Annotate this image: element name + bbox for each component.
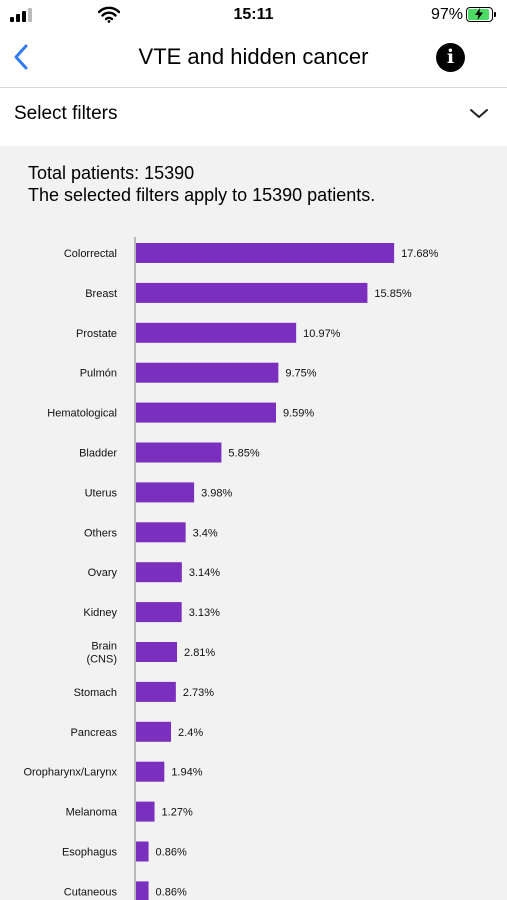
category-tick-label: Melanoma xyxy=(66,807,118,819)
category-tick-label: Others xyxy=(84,527,118,539)
chart-bar xyxy=(136,721,172,742)
chart-bar xyxy=(136,482,195,503)
chevron-left-icon[interactable] xyxy=(10,42,34,72)
total-patients: Total patients: 15390 xyxy=(28,163,195,183)
bar-value-label: 5.85% xyxy=(228,448,259,460)
chart-bar xyxy=(136,602,182,623)
bar-value-label: 1.27% xyxy=(162,807,193,819)
patients-summary: Total patients: 15390 The selected filte… xyxy=(28,162,375,206)
category-tick-label: Esophagus xyxy=(62,847,118,859)
chart-bar xyxy=(136,881,149,900)
category-tick-label: Oropharynx/Larynx xyxy=(23,767,117,779)
bar-value-label: 1.94% xyxy=(171,767,202,779)
info-icon[interactable]: i xyxy=(436,43,465,72)
chevron-down-icon xyxy=(470,109,488,118)
bar-value-label: 3.98% xyxy=(201,487,232,499)
cellular-signal-icon xyxy=(10,8,32,22)
status-bar: 15:11 97% xyxy=(0,0,507,30)
category-tick-label: Uterus xyxy=(85,487,118,499)
bar-value-label: 17.68% xyxy=(401,248,439,260)
bar-value-label: 3.13% xyxy=(189,607,220,619)
wifi-icon xyxy=(98,6,120,23)
filters-label: Select filters xyxy=(14,103,118,124)
chart-bar xyxy=(136,562,182,583)
chart-bar xyxy=(136,681,176,702)
bar-value-label: 2.4% xyxy=(178,727,203,739)
chart-bar xyxy=(136,801,155,822)
battery-charging-icon xyxy=(466,7,496,22)
category-tick-label: Prostate xyxy=(76,328,117,340)
filter-applies-text: The selected filters apply to 15390 pati… xyxy=(28,185,376,205)
bar-value-label: 10.97% xyxy=(303,328,341,340)
category-tick-label: Brain (CNS) xyxy=(86,641,117,666)
category-tick-label: Pancreas xyxy=(71,727,118,739)
bar-value-label: 9.59% xyxy=(283,408,314,420)
chart-bar xyxy=(136,522,186,543)
chart-bar xyxy=(136,841,149,862)
chart-bar xyxy=(136,243,395,263)
page-title: VTE and hidden cancer xyxy=(138,44,369,69)
chart-bar xyxy=(136,362,279,383)
filters-dropdown[interactable]: Select filters xyxy=(0,88,507,146)
chart-bar xyxy=(136,282,368,303)
bar-value-label: 15.85% xyxy=(374,288,412,300)
category-tick-label: Kidney xyxy=(83,607,117,619)
chart-bar xyxy=(136,642,178,662)
cancer-type-bar-chart: 17.68% Colorrectal 15.85% Breast 10.97% Prost… xyxy=(23,237,439,900)
bar-value-label: 0.86% xyxy=(156,886,187,898)
chart-bar xyxy=(136,761,165,782)
bar-value-label: 9.75% xyxy=(285,368,316,380)
bar-value-label: 0.86% xyxy=(156,847,187,859)
bar-value-label: 3.4% xyxy=(193,527,218,539)
category-tick-label: Stomach xyxy=(74,687,117,699)
category-tick-label: Cutaneous xyxy=(64,886,118,898)
category-tick-label: Pulmón xyxy=(80,368,117,380)
bar-value-label: 2.73% xyxy=(183,687,214,699)
category-tick-label: Hematological xyxy=(47,408,117,420)
chart-bar xyxy=(136,322,297,343)
category-tick-label: Ovary xyxy=(88,567,118,579)
status-time: 15:11 xyxy=(233,6,274,23)
bar-value-label: 3.14% xyxy=(189,567,220,579)
category-tick-label: Bladder xyxy=(79,448,117,460)
category-tick-label: Colorrectal xyxy=(64,248,117,260)
chart-bar xyxy=(136,402,277,423)
bar-value-label: 2.81% xyxy=(184,647,215,659)
category-tick-label: Breast xyxy=(85,288,117,300)
navigation-bar: VTE and hidden cancer i xyxy=(0,30,507,88)
battery-percent: 97% xyxy=(431,6,464,23)
chart-bar xyxy=(136,442,222,463)
